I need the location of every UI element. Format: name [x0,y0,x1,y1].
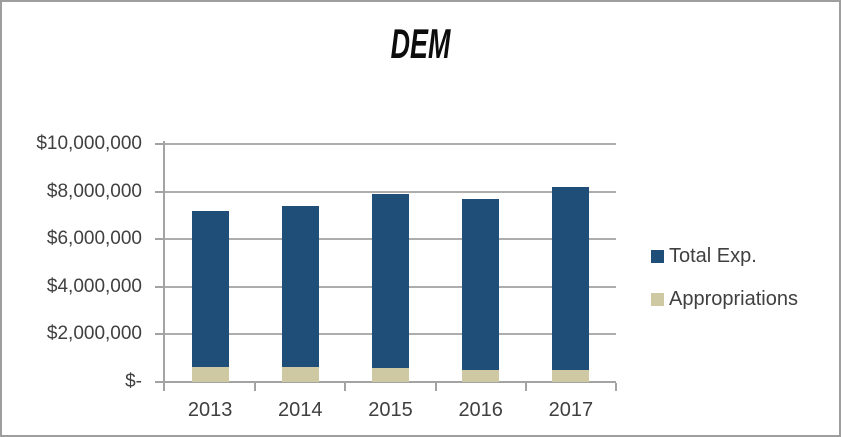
bar-appropriations-2015 [372,367,409,382]
bar-appropriations-2016 [462,370,500,382]
x-axis-tick [524,383,527,391]
bar-total-exp-2014 [281,205,319,382]
legend-item-total-exp: Total Exp. [651,245,757,268]
x-axis-label: 2016 [458,399,503,421]
bar-appropriations-2013 [191,366,229,382]
y-axis-tick-label: $10,000,000 [36,133,142,154]
y-axis-tick-label: $6,000,000 [46,228,142,250]
x-axis-tick [615,383,617,391]
bar-appropriations-2014 [281,366,319,382]
legend-swatch-total-exp [651,250,664,263]
legend-label-appropriations: Appropriations [669,288,798,310]
bar-appropriations-2017 [552,370,590,382]
x-axis-label: 2014 [278,399,323,421]
y-axis-tick-label: $2,000,000 [46,323,142,345]
x-axis-tick [344,383,347,391]
gridline [165,190,616,193]
x-axis-label: 2015 [368,399,413,421]
legend-swatch-appropriations [651,293,664,306]
y-axis-tick-label: $8,000,000 [46,180,142,202]
legend-label-total-exp: Total Exp. [669,245,757,267]
y-axis-line [163,141,165,390]
chart-title: DEM [390,20,451,67]
y-axis-tick [155,333,163,336]
y-axis-tick-label: $4,000,000 [46,275,142,297]
bar-total-exp-2015 [372,193,409,382]
x-axis-label: 2013 [187,399,233,421]
gridline [165,143,616,145]
bar-total-exp-2013 [191,210,229,382]
bar-total-exp-2017 [552,186,590,382]
y-axis-tick [155,381,163,383]
bar-total-exp-2016 [462,198,500,382]
x-axis-line [163,381,616,383]
y-axis-tick [155,238,163,241]
legend-item-appropriations: Appropriations [651,288,798,311]
y-axis-tick [155,143,163,145]
y-axis-tick [155,190,163,193]
x-axis-tick [254,383,257,391]
y-axis-tick [155,285,163,288]
x-axis-label: 2017 [548,399,594,421]
x-axis-tick [434,383,437,391]
y-axis-tick-label: $- [125,371,142,392]
x-axis-tick [163,383,165,391]
